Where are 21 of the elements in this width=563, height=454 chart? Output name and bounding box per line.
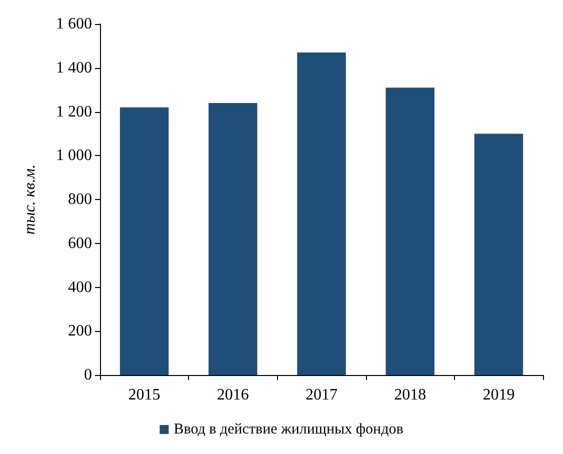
x-tick-label: 2019	[482, 386, 515, 404]
y-tick-label: 800	[68, 191, 92, 208]
y-axis-title: тыс. кв.м.	[22, 164, 38, 235]
x-tick-label: 2018	[394, 386, 426, 404]
y-tick-label: 600	[68, 234, 92, 252]
y-tick-label: 1 400	[56, 59, 92, 76]
x-tick-label: 2016	[216, 386, 249, 404]
legend-label: Ввод в действие жилищных фондов	[174, 422, 404, 438]
x-tick-label: 2017	[306, 386, 338, 404]
y-tick-label: 400	[68, 278, 92, 296]
bar	[208, 102, 258, 375]
y-tick-label: 0	[84, 366, 92, 384]
bar	[474, 134, 524, 375]
y-tick-label: 1 600	[56, 16, 92, 32]
y-tick-label: 200	[68, 322, 92, 340]
bar	[386, 88, 434, 375]
y-tick-label: 1 200	[56, 103, 92, 120]
y-tick-label: 1 000	[56, 147, 92, 164]
x-tick-label: 2015	[128, 386, 160, 404]
bar	[297, 52, 346, 375]
bar	[120, 107, 169, 375]
